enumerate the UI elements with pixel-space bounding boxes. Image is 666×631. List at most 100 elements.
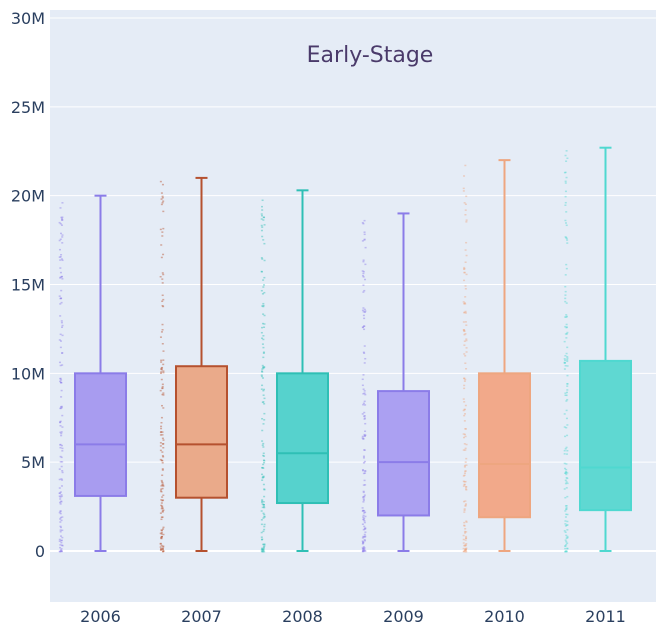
- data-point: [364, 310, 366, 312]
- data-point: [262, 443, 264, 445]
- data-point: [564, 394, 566, 396]
- data-point: [59, 551, 61, 553]
- data-point: [362, 385, 364, 387]
- data-point: [364, 362, 366, 364]
- data-point: [464, 428, 466, 430]
- data-point: [463, 353, 465, 355]
- data-point: [464, 434, 466, 436]
- data-point: [362, 469, 364, 471]
- data-point: [564, 426, 566, 428]
- data-point: [464, 528, 466, 530]
- data-point: [566, 324, 568, 326]
- x-axis-ticks: 2006 2007 2008 2009 2010 2011: [80, 607, 626, 626]
- data-point: [59, 487, 61, 489]
- data-point: [160, 431, 162, 433]
- data-point: [463, 401, 465, 403]
- data-point: [363, 318, 365, 320]
- data-point: [160, 361, 162, 363]
- data-point: [59, 518, 61, 520]
- data-point: [464, 508, 466, 510]
- data-point: [263, 462, 265, 464]
- data-point: [60, 347, 62, 349]
- data-point: [263, 529, 265, 531]
- data-point: [566, 505, 568, 507]
- data-point: [160, 459, 162, 461]
- data-point: [162, 394, 164, 396]
- data-point: [162, 184, 164, 186]
- data-point: [162, 510, 164, 512]
- data-point: [566, 418, 568, 420]
- data-point: [364, 527, 366, 529]
- data-point: [261, 215, 263, 217]
- data-point: [261, 524, 263, 526]
- data-point: [465, 338, 467, 340]
- data-point: [61, 322, 63, 324]
- data-point: [465, 547, 467, 549]
- data-point: [263, 217, 265, 219]
- data-point: [263, 516, 265, 518]
- data-point: [160, 485, 162, 487]
- y-tick-label: 10M: [11, 364, 45, 383]
- data-point: [60, 531, 62, 533]
- data-point: [464, 355, 466, 357]
- data-point: [464, 466, 466, 468]
- data-point: [261, 385, 263, 387]
- data-point: [261, 370, 263, 372]
- data-point: [261, 258, 263, 260]
- data-point: [364, 539, 366, 541]
- chart-title: Early-Stage: [307, 43, 434, 68]
- data-point: [261, 440, 263, 442]
- data-point: [262, 549, 264, 551]
- data-point: [362, 537, 364, 539]
- data-point: [262, 446, 264, 448]
- data-point: [465, 196, 467, 198]
- data-point: [60, 207, 62, 209]
- data-point: [60, 540, 62, 542]
- data-point: [362, 436, 364, 438]
- data-point: [464, 484, 466, 486]
- data-point: [362, 523, 364, 525]
- data-point: [263, 419, 265, 421]
- data-point: [161, 536, 163, 538]
- data-point: [567, 483, 569, 485]
- data-point: [364, 512, 366, 513]
- data-point: [362, 240, 364, 242]
- data-point: [565, 544, 567, 546]
- data-point: [466, 274, 468, 276]
- data-point: [161, 367, 163, 369]
- data-point: [264, 544, 266, 546]
- data-point: [261, 290, 263, 292]
- data-point: [566, 389, 568, 391]
- data-point: [364, 534, 366, 536]
- data-point: [60, 272, 62, 274]
- data-point: [59, 526, 61, 528]
- data-point: [262, 303, 264, 305]
- data-point: [261, 332, 263, 334]
- data-point: [565, 448, 567, 450]
- data-point: [564, 488, 566, 490]
- data-point: [464, 525, 466, 527]
- data-point: [161, 192, 163, 194]
- data-point: [60, 542, 62, 544]
- data-point: [463, 449, 465, 451]
- data-point: [465, 461, 467, 463]
- data-point: [61, 548, 63, 550]
- data-point: [160, 360, 162, 362]
- data-point: [566, 356, 568, 358]
- data-point: [160, 450, 162, 452]
- data-point: [161, 417, 163, 419]
- data-point: [162, 196, 164, 198]
- data-point: [61, 520, 63, 522]
- data-point: [465, 536, 467, 538]
- data-point: [162, 329, 164, 331]
- data-point: [566, 529, 568, 531]
- x-tick-label: 2010: [484, 607, 525, 626]
- data-point: [564, 548, 566, 550]
- data-point: [463, 272, 465, 274]
- data-point: [161, 204, 163, 206]
- data-point: [59, 432, 61, 434]
- data-point: [463, 344, 465, 346]
- data-point: [162, 274, 164, 276]
- data-point: [464, 409, 466, 411]
- data-point: [61, 327, 63, 329]
